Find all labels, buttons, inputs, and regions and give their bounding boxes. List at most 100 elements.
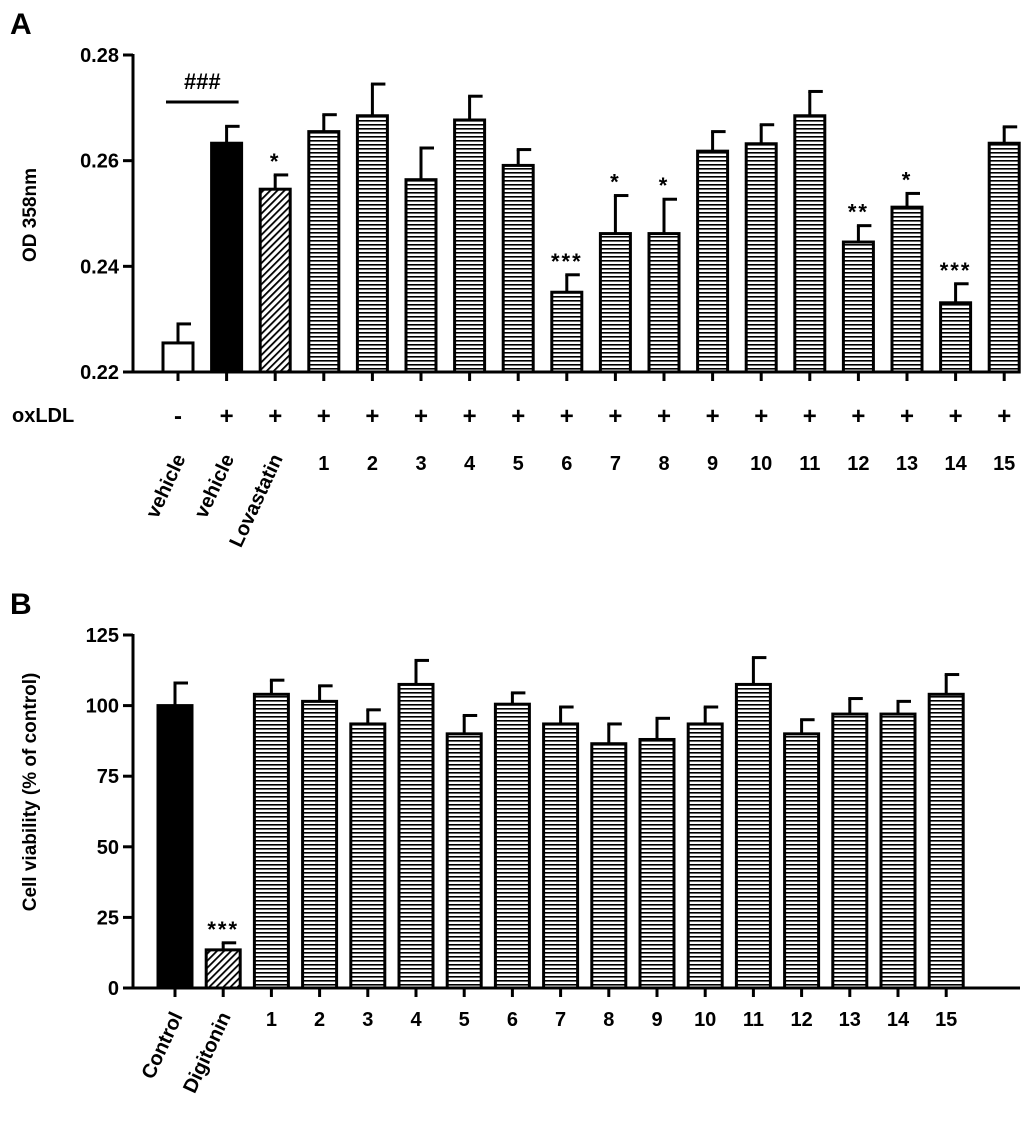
- bar-2: [355, 114, 389, 374]
- x-category-label: 6: [561, 453, 572, 475]
- bar-1: [307, 130, 341, 374]
- significance-marker: ***: [551, 249, 583, 274]
- comparison-marker: ###: [184, 69, 221, 94]
- y-tick-label: 0.24: [80, 256, 120, 278]
- bar-9: [638, 737, 676, 990]
- bar-5: [501, 163, 535, 374]
- significance-marker: **: [848, 200, 869, 225]
- x-category-label: 6: [507, 1009, 518, 1031]
- significance-marker: *: [902, 167, 913, 192]
- x-category-label: 9: [707, 453, 718, 475]
- panel-a-axes: 0.22 0.24 0.26 0.28: [80, 45, 1020, 384]
- x-category-label: 4: [464, 453, 476, 475]
- bar-2: [301, 699, 339, 990]
- x-category-label: 4: [410, 1009, 422, 1031]
- x-category-label: 10: [694, 1009, 716, 1031]
- oxldl-marker: +: [851, 403, 865, 430]
- panel-b-bars: [156, 656, 965, 990]
- x-category-label: 2: [367, 453, 378, 475]
- x-category-label: vehicle: [191, 451, 240, 522]
- x-category-label: 13: [839, 1009, 861, 1031]
- x-category-label: Digitonin: [179, 1009, 236, 1097]
- bar-7: [542, 722, 580, 990]
- x-category-label: 12: [790, 1009, 812, 1031]
- bar-13: [890, 205, 924, 374]
- oxldl-marker: +: [414, 403, 428, 430]
- panel-b-axes: 0 25 50 75 100 125: [86, 625, 1020, 1000]
- bar-10: [686, 722, 724, 990]
- panel-b-letter: B: [10, 588, 32, 621]
- x-category-label: vehicle: [142, 451, 191, 522]
- bar-8: [647, 232, 681, 374]
- bar-vehicle: [210, 141, 244, 374]
- oxldl-marker: +: [997, 403, 1011, 430]
- bar-15: [927, 692, 965, 990]
- x-category-label: 3: [415, 453, 426, 475]
- bar-3: [349, 722, 387, 990]
- x-category-label: 10: [750, 453, 772, 475]
- oxldl-marker: +: [220, 403, 234, 430]
- oxldl-marker: +: [608, 403, 622, 430]
- oxldl-marker: +: [365, 403, 379, 430]
- panel-a-bars: [161, 82, 1021, 374]
- y-tick-label: 125: [86, 625, 119, 647]
- y-tick-label: 75: [97, 766, 119, 788]
- oxldl-marker: +: [949, 403, 963, 430]
- y-tick-label: 25: [97, 907, 119, 929]
- panel-a-letter: A: [10, 8, 32, 41]
- x-category-label: 1: [266, 1009, 277, 1031]
- oxldl-marker: +: [657, 403, 671, 430]
- x-category-label: 13: [896, 453, 918, 475]
- bar-10: [744, 142, 778, 374]
- x-category-label: 8: [658, 453, 669, 475]
- panel-a: A OD 358nm 0.22 0.24 0.26 0.28 vehicle vehic…: [10, 8, 1021, 551]
- oxldl-marker: +: [900, 403, 914, 430]
- panel-b-annotations: Control***Digitonin 1 2 3 4 5 6 7 8 9 10 11 12 13 14 15: [138, 917, 958, 1097]
- x-category-label: 11: [799, 453, 820, 475]
- x-category-label: 1: [318, 453, 329, 475]
- x-category-label: 7: [555, 1009, 566, 1031]
- bar-3: [404, 178, 438, 374]
- significance-marker: ***: [940, 258, 972, 283]
- x-category-label: 9: [651, 1009, 662, 1031]
- bar-Control: [156, 704, 194, 990]
- significance-marker: ***: [207, 917, 239, 942]
- y-tick-label: 0.22: [80, 362, 119, 384]
- bar-12: [841, 240, 875, 374]
- bar-Digitonin: [204, 948, 242, 990]
- oxldl-marker: +: [463, 403, 477, 430]
- bar-4: [453, 118, 487, 374]
- bar-9: [696, 149, 730, 374]
- bar-6: [550, 290, 584, 374]
- bar-11: [793, 114, 827, 374]
- significance-marker: *: [610, 170, 621, 195]
- oxldl-marker: +: [511, 403, 525, 430]
- x-category-label: 7: [610, 453, 621, 475]
- x-category-label: 8: [603, 1009, 614, 1031]
- panel-a-y-axis-label: OD 358nm: [20, 168, 41, 262]
- oxldl-marker: +: [268, 403, 282, 430]
- bar-13: [831, 712, 869, 990]
- bar-7: [598, 232, 632, 374]
- oxldl-marker: -: [174, 403, 182, 430]
- x-category-label: 15: [935, 1009, 957, 1031]
- bar-vehicle: [161, 341, 195, 374]
- bar-8: [590, 742, 628, 990]
- y-tick-label: 0: [108, 978, 119, 1000]
- bar-15: [987, 141, 1021, 374]
- oxldl-row-label: oxLDL: [12, 405, 74, 427]
- x-category-label: 11: [743, 1009, 764, 1031]
- x-category-label: 14: [944, 453, 967, 475]
- bar-11: [734, 682, 772, 990]
- oxldl-marker: +: [803, 403, 817, 430]
- bar-14: [879, 712, 917, 990]
- oxldl-marker: +: [560, 403, 574, 430]
- oxldl-marker: +: [754, 403, 768, 430]
- bar-6: [493, 702, 531, 990]
- bar-1: [252, 692, 290, 990]
- x-category-label: 14: [887, 1009, 910, 1031]
- x-category-label: 3: [362, 1009, 373, 1031]
- y-tick-label: 50: [97, 837, 119, 859]
- bar-5: [445, 732, 483, 990]
